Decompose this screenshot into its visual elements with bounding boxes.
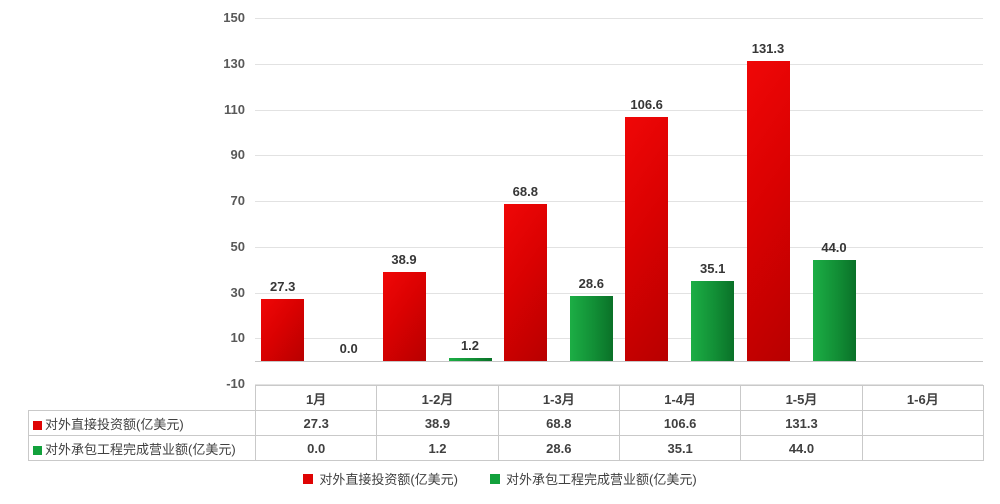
y-axis-tick-label: 130 [223, 55, 245, 71]
legend-label: 对外直接投资额(亿美元) [319, 472, 458, 487]
series-label-cell: 对外承包工程完成营业额(亿美元) [28, 435, 256, 461]
table-corner-cell [28, 385, 256, 411]
table-header-cell: 1月 [254, 385, 378, 411]
table-value-cell: 28.6 [497, 435, 620, 461]
table-header-cell: 1-2月 [376, 385, 499, 411]
table-value-cell: 131.3 [740, 410, 863, 436]
table-value-cell: 35.1 [618, 435, 742, 461]
table-value-cell: 44.0 [740, 435, 863, 461]
bar-value-label: 28.6 [578, 275, 604, 291]
bar-value-label: 68.8 [512, 183, 538, 199]
table-value-cell: 106.6 [618, 410, 742, 436]
red-series-swatch-icon [33, 420, 42, 430]
gridline [255, 155, 983, 157]
bar-investment [746, 60, 790, 362]
series-label-cell: 对外直接投资额(亿美元) [28, 410, 256, 436]
bar-value-label: 44.0 [821, 240, 847, 256]
series-label: 对外承包工程完成营业额(亿美元) [45, 441, 236, 457]
table-header-cell: 1-5月 [740, 385, 863, 411]
data-table: 1月 1-2月 1-3月 1-4月 1-5月 1-6月对外直接投资额(亿美元) 27.3 38… [28, 385, 984, 461]
legend-label: 对外承包工程完成营业额(亿美元) [506, 472, 697, 487]
y-axis-tick-label: 10 [230, 330, 245, 346]
table-header-row: 1月 1-2月 1-3月 1-4月 1-5月 1-6月 [28, 385, 984, 411]
table-value-cell: 0.0 [254, 435, 378, 461]
bar-value-label: 0.0 [339, 341, 358, 357]
y-axis-tick-label: 150 [223, 10, 245, 25]
table-value-cell: 27.3 [254, 410, 378, 436]
x-axis-line [255, 361, 983, 363]
chart-legend: 对外直接投资额(亿美元) 对外承包工程完成营业额(亿美元) [0, 469, 1000, 488]
legend-item-contract: 对外承包工程完成营业额(亿美元) [490, 469, 697, 488]
series-label: 对外直接投资额(亿美元) [45, 416, 184, 432]
y-axis-tick-label: 30 [230, 284, 245, 300]
table-header-cell: 1-3月 [497, 385, 620, 411]
red-legend-swatch-icon [303, 473, 314, 484]
table-value-cell: 68.8 [497, 410, 620, 436]
legend-item-investment: 对外直接投资额(亿美元) [303, 469, 458, 488]
bar-contract [569, 295, 613, 362]
table-series-row: 对外直接投资额(亿美元) 27.3 38.9 68.8 106.6 131.3 [28, 410, 984, 436]
gridline [255, 18, 983, 19]
bar-contract [812, 260, 856, 362]
bar-value-label: 38.9 [391, 252, 417, 268]
table-value-cell: 1.2 [376, 435, 499, 461]
gridline [255, 201, 983, 202]
y-axis-tick-label: 70 [230, 193, 245, 208]
green-legend-swatch-icon [490, 473, 500, 484]
table-header-cell: 1-6月 [861, 385, 984, 411]
table-value-cell [861, 435, 984, 461]
gridline [255, 109, 983, 111]
gridline [255, 63, 983, 65]
bar-contract [448, 358, 492, 362]
bar-investment [382, 272, 426, 362]
bar-value-label: 131.3 [751, 40, 785, 56]
bar-value-label: 27.3 [270, 278, 296, 294]
gridline [255, 384, 983, 385]
table-value-cell: 38.9 [376, 410, 499, 436]
bar-value-label: 1.2 [460, 338, 480, 354]
bar-investment [261, 298, 305, 362]
bar-contract [691, 280, 735, 362]
y-axis-tick-label: 110 [224, 101, 245, 117]
gridline [255, 338, 983, 340]
y-axis-tick-label: 90 [230, 147, 245, 163]
gridline [255, 292, 983, 294]
bar-investment [625, 117, 669, 362]
bar-value-label: 35.1 [700, 260, 726, 276]
table-header-cell: 1-4月 [618, 385, 742, 411]
table-series-row: 对外承包工程完成营业额(亿美元) 0.0 1.2 28.6 35.1 44.0 [28, 435, 984, 461]
bar-investment [503, 203, 547, 362]
gridline [255, 246, 983, 248]
table-value-cell [861, 410, 984, 436]
green-series-swatch-icon [33, 445, 42, 455]
y-axis-tick-label: 50 [230, 238, 245, 254]
bar-value-label: 106.6 [630, 97, 663, 113]
